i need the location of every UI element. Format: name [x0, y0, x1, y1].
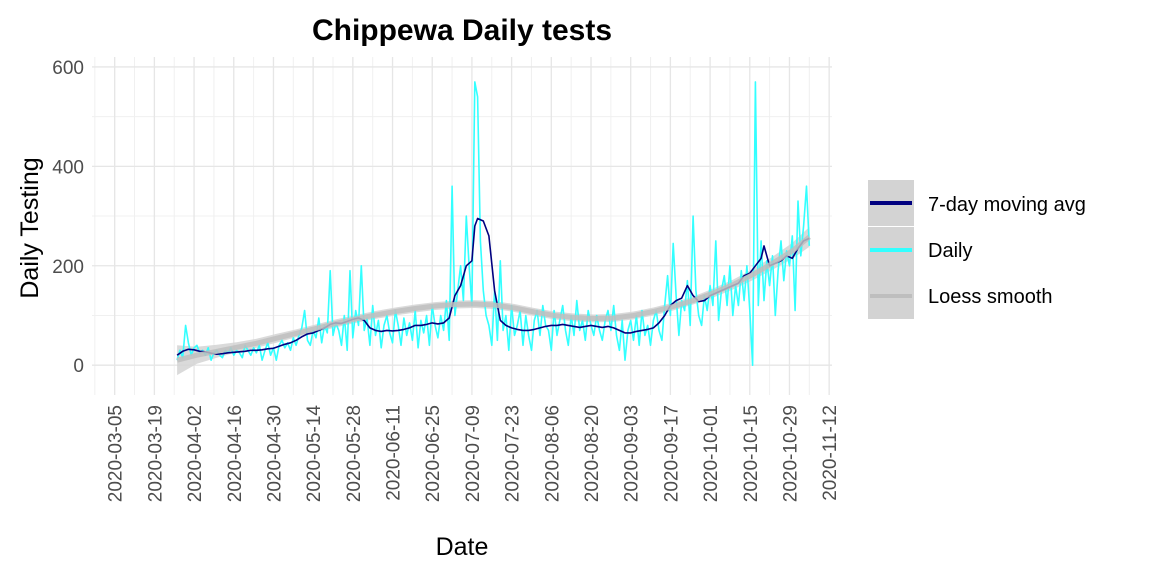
y-tick-label: 0 — [73, 356, 84, 377]
x-tick-label: 2020-08-20 — [582, 405, 603, 502]
x-tick-label: 2020-11-12 — [820, 405, 841, 501]
legend-label-loess: Loess smooth — [928, 286, 1053, 308]
moving-avg-series — [176, 217, 810, 356]
x-tick-label: 2020-03-05 — [106, 405, 127, 502]
grid — [92, 57, 832, 395]
legend: 7-day moving avg Daily Loess smooth — [868, 180, 1086, 319]
y-axis-title: Daily Testing — [16, 157, 44, 298]
x-tick-label: 2020-04-16 — [225, 405, 246, 502]
x-tick-label: 2020-07-23 — [503, 405, 524, 502]
x-tick-label: 2020-09-17 — [661, 405, 682, 502]
x-tick-label: 2020-07-09 — [463, 405, 484, 502]
loess-series — [176, 234, 811, 363]
x-tick-label: 2020-10-29 — [780, 405, 801, 502]
x-tick-labels: 2020-03-05 2020-03-19 2020-04-02 2020-04-16… — [106, 405, 841, 503]
x-tick-label: 2020-03-19 — [145, 405, 166, 502]
daily-series — [176, 81, 811, 366]
x-tick-label: 2020-10-01 — [701, 405, 722, 502]
moving-avg-line — [176, 217, 810, 356]
loess-band-group — [177, 227, 810, 376]
y-tick-label: 600 — [52, 58, 84, 79]
x-axis-title: Date — [436, 533, 489, 561]
daily-line — [176, 81, 811, 366]
y-tick-label: 400 — [52, 157, 84, 178]
legend-label-moving-avg: 7-day moving avg — [928, 194, 1086, 216]
x-tick-label: 2020-10-15 — [741, 405, 762, 502]
y-tick-label: 200 — [52, 257, 84, 278]
x-tick-label: 2020-06-11 — [384, 405, 405, 501]
y-tick-labels: 0 200 400 600 — [52, 58, 84, 377]
x-tick-label: 2020-08-06 — [542, 405, 563, 502]
x-tick-label: 2020-04-02 — [185, 405, 206, 502]
loess-confidence-band — [177, 227, 810, 376]
loess-line — [176, 234, 811, 363]
x-tick-label: 2020-06-25 — [423, 405, 444, 502]
chart-title: Chippewa Daily tests — [312, 14, 612, 47]
x-tick-label: 2020-04-30 — [264, 405, 285, 502]
legend-label-daily: Daily — [928, 240, 972, 262]
x-tick-label: 2020-05-14 — [304, 405, 325, 503]
x-tick-label: 2020-05-28 — [344, 405, 365, 502]
x-tick-label: 2020-09-03 — [622, 405, 643, 502]
